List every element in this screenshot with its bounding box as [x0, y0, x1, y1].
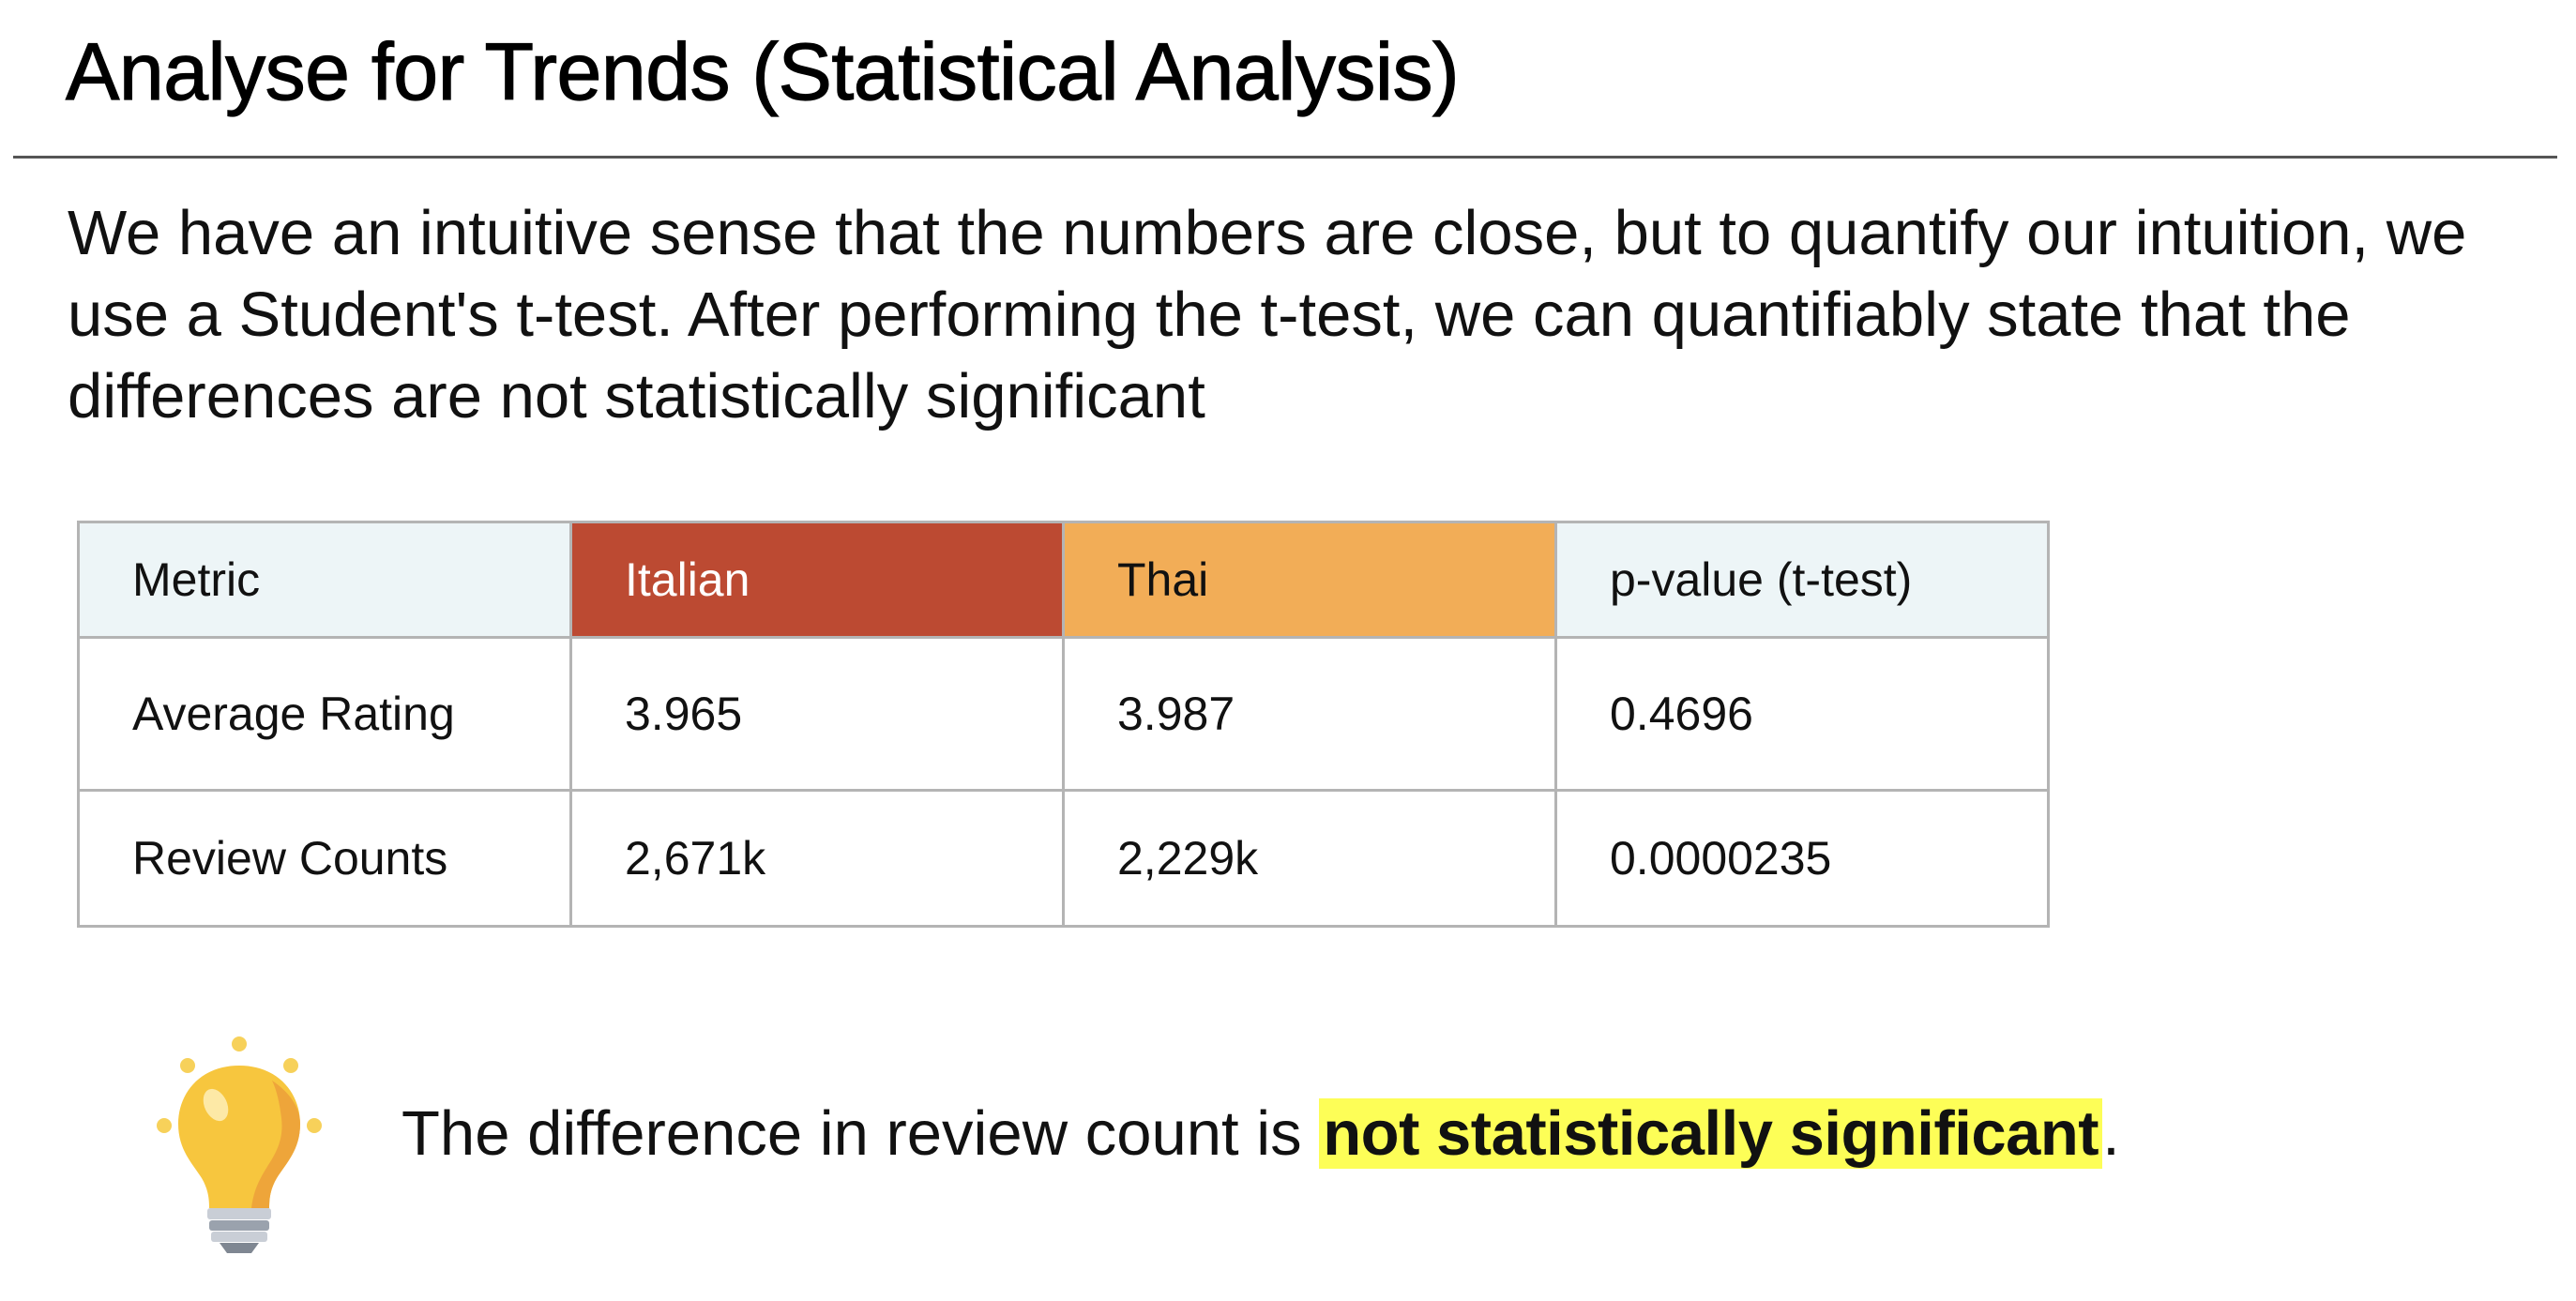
lightbulb-icon [157, 1036, 322, 1253]
conclusion-prefix: The difference in review count is [402, 1098, 1320, 1169]
cell-p-value: 0.0000235 [1554, 789, 2050, 928]
stats-table: Metric Italian Thai p-value (t-test) Ave… [77, 521, 2050, 928]
cell-p-value: 0.4696 [1554, 636, 2050, 792]
conclusion-text: The difference in review count is not st… [402, 1096, 2120, 1172]
conclusion-highlight: not statistically significant [1319, 1098, 2103, 1169]
header-p-value: p-value (t-test) [1554, 521, 2050, 639]
title-divider [13, 156, 2557, 159]
header-thai: Thai [1062, 521, 1557, 639]
cell-metric: Review Counts [77, 789, 572, 928]
header-italian: Italian [569, 521, 1065, 639]
cell-thai: 3.987 [1062, 636, 1557, 792]
table-header-row: Metric Italian Thai p-value (t-test) [77, 521, 2050, 639]
cell-thai: 2,229k [1062, 789, 1557, 928]
slide-title: Analyse for Trends (Statistical Analysis… [65, 26, 1460, 117]
header-metric: Metric [77, 521, 572, 639]
conclusion-suffix: . [2102, 1098, 2120, 1169]
cell-metric: Average Rating [77, 636, 572, 792]
table-row: Review Counts 2,671k 2,229k 0.0000235 [77, 789, 2050, 928]
cell-italian: 2,671k [569, 789, 1065, 928]
table-row: Average Rating 3.965 3.987 0.4696 [77, 636, 2050, 792]
intro-paragraph: We have an intuitive sense that the numb… [68, 198, 2467, 431]
cell-italian: 3.965 [569, 636, 1065, 792]
